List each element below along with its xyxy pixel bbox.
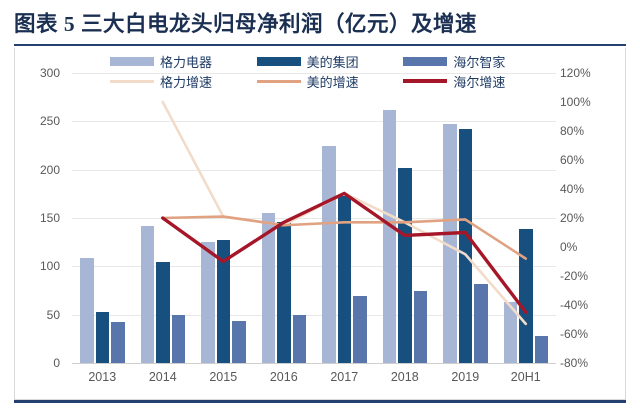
y-axis-tick-right: 100% [560,95,591,109]
x-axis-tick: 20H1 [510,370,541,384]
bar-海尔智家-2013 [111,322,125,363]
title-divider [14,44,626,46]
bar-美的集团-2019 [458,129,472,363]
y-axis-tick-right: -60% [560,327,589,341]
y-axis-tick-left: 150 [39,211,60,225]
figure-title: 图表 5 三大白电龙头归母净利润（亿元）及增速 [14,4,626,46]
y-axis-tick-right: -20% [560,269,589,283]
x-axis-tick: 2019 [451,370,480,384]
y-axis-tick-left: 250 [39,114,60,129]
legend-line-haier-growth [403,79,448,83]
legend-item-haier-growth[interactable]: 海尔增速 [403,72,550,90]
chart-legend: 格力电器 美的集团 海尔智家 格力增速 美的增速 海尔增速 [110,52,550,92]
y-axis-tick-right: 80% [560,124,585,138]
legend-label-midea-growth: 美的增速 [306,74,359,90]
y-axis-tick-right: 0% [560,240,578,254]
bar-美的集团-2016 [277,221,291,363]
legend-row-bars: 格力电器 美的集团 海尔智家 [110,52,550,70]
bar-海尔智家-2015 [232,321,246,363]
bar-美的集团-2017 [337,195,351,363]
bottom-divider [14,400,626,403]
gridline [72,363,556,364]
y-axis-tick-right: 20% [560,211,585,225]
bar-海尔智家-2019 [474,283,488,363]
legend-swatch-gree [110,56,154,66]
page-title: 图表 5 三大白电龙头归母净利润（亿元）及增速 [14,12,478,36]
gridline [72,73,556,74]
x-axis-tick: 2016 [269,370,298,384]
legend-label-haier: 海尔智家 [453,54,506,70]
bar-海尔智家-2014 [171,314,185,363]
bar-美的集团-2018 [398,167,412,363]
y-axis-tick-left: 300 [39,66,60,80]
legend-label-midea: 美的集团 [306,54,359,70]
legend-swatch-haier [403,56,448,66]
bar-美的集团-2014 [156,261,170,363]
y-axis-tick-right: 60% [560,153,585,167]
bar-格力电器-2018 [382,109,396,363]
bar-美的集团-2015 [216,240,230,363]
bar-海尔智家-2017 [353,296,367,363]
legend-item-haier-bar[interactable]: 海尔智家 [403,52,550,70]
x-axis-tick: 2017 [330,370,359,384]
x-axis-tick: 2018 [390,370,419,384]
legend-line-midea-growth [256,79,301,83]
bar-海尔智家-2018 [413,291,427,363]
y-axis-tick-left: 200 [39,162,60,177]
gridline [72,169,556,171]
legend-item-midea-growth[interactable]: 美的增速 [256,72,404,90]
legend-line-gree-growth [110,79,154,83]
legend-label-gree-growth: 格力增速 [160,74,213,90]
legend-swatch-midea [256,56,301,66]
bar-格力电器-2017 [322,146,336,363]
legend-item-gree-growth[interactable]: 格力增速 [110,72,257,90]
y-axis-tick-right: -40% [560,298,589,312]
legend-row-lines: 格力增速 美的增速 海尔增速 [110,72,550,90]
x-axis-tick: 2014 [148,370,177,384]
y-axis-tick-right: 40% [560,182,585,196]
x-axis-tick: 2015 [209,370,238,384]
bar-格力电器-2015 [201,242,215,363]
legend-label-gree: 格力电器 [160,54,213,70]
bar-格力电器-20H1 [503,302,517,363]
bar-格力电器-2016 [261,213,275,363]
bar-美的集团-20H1 [519,228,533,363]
bar-格力电器-2013 [80,257,94,363]
bar-格力电器-2014 [140,225,154,363]
y-axis-tick-left: 50 [46,307,60,322]
legend-label-haier-growth: 海尔增速 [453,74,506,90]
legend-item-midea-bar[interactable]: 美的集团 [256,52,404,70]
bar-美的集团-2013 [95,311,109,363]
y-axis-tick-right: -80% [560,356,589,370]
x-axis-tick: 2013 [88,370,117,384]
legend-item-gree-bar[interactable]: 格力电器 [110,52,257,70]
bar-格力电器-2019 [443,124,457,363]
y-axis-tick-left: 0 [53,356,60,370]
bar-海尔智家-2016 [292,314,306,363]
gridline [72,121,556,123]
y-axis-tick-left: 100 [39,259,60,274]
gridline [72,218,556,219]
y-axis-tick-right: 120% [560,66,591,80]
bar-海尔智家-20H1 [534,335,548,363]
